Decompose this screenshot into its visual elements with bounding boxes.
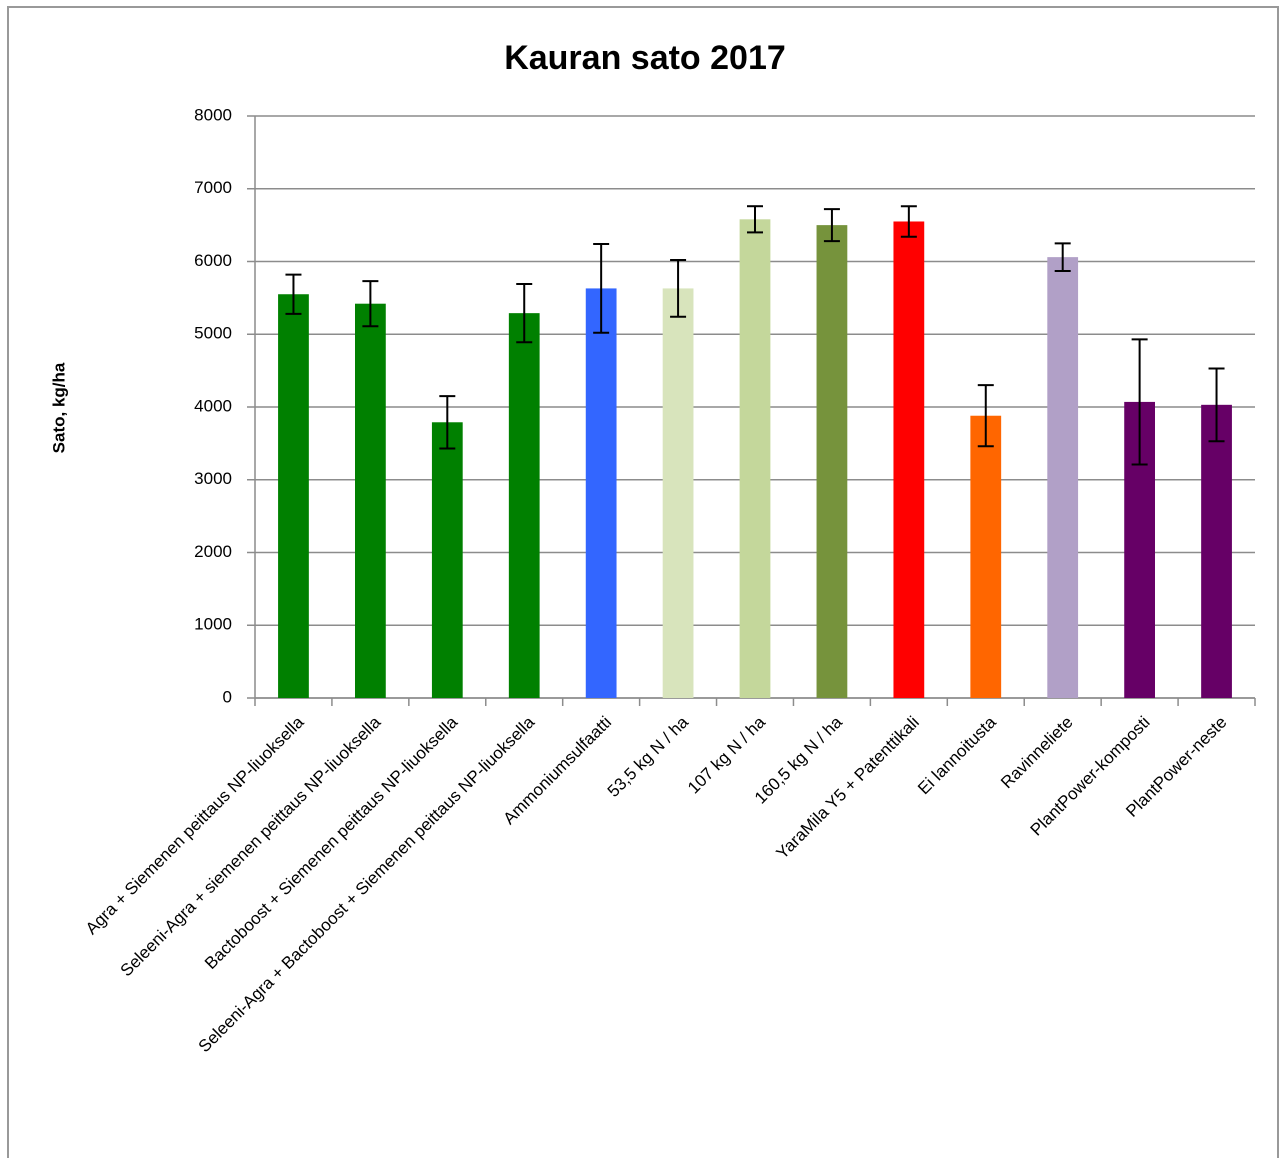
error-bar xyxy=(362,280,379,328)
frame xyxy=(7,6,1279,1158)
error-bar xyxy=(823,208,840,243)
bar xyxy=(739,219,771,698)
y-tick-label: 4000 xyxy=(194,396,232,415)
x-tick-label: Seleeni-Agra + siemenen peittaus NP-liuo… xyxy=(117,712,385,980)
y-tick-label: 7000 xyxy=(194,178,232,197)
bar xyxy=(585,288,617,698)
x-tick-label: 107 kg N / ha xyxy=(684,712,769,797)
error-bar xyxy=(285,273,302,315)
bar xyxy=(431,422,463,698)
chart-title: Kauran sato 2017 xyxy=(504,39,786,77)
y-axis-label: Sato, kg/ha xyxy=(49,362,68,453)
bar xyxy=(970,415,1002,698)
y-tick-label: 3000 xyxy=(194,469,232,488)
y-tick-label: 8000 xyxy=(194,105,232,124)
bar xyxy=(816,225,848,698)
error-bar xyxy=(593,243,610,334)
bar xyxy=(893,221,925,699)
x-tick-label: Ei lannoitusta xyxy=(914,712,1000,798)
y-tick-label: 2000 xyxy=(194,542,232,561)
error-bar xyxy=(670,259,687,318)
error-bar xyxy=(977,384,994,448)
bar xyxy=(662,288,694,698)
error-bar xyxy=(1131,338,1148,466)
error-bar xyxy=(439,395,456,450)
y-tick-label: 5000 xyxy=(194,324,232,343)
y-tick-label: 6000 xyxy=(194,251,232,270)
error-bar xyxy=(900,205,917,238)
error-bar xyxy=(516,283,533,344)
bar xyxy=(1201,404,1232,698)
y-tick-label: 1000 xyxy=(194,615,232,634)
x-tick-label: Ravinneliete xyxy=(997,713,1077,793)
error-bar xyxy=(1208,367,1225,443)
x-tick-label: 53,5 kg N / ha xyxy=(604,712,693,801)
bar xyxy=(508,313,540,698)
bar xyxy=(355,303,386,698)
y-tick-label: 0 xyxy=(223,687,232,706)
bar xyxy=(1047,257,1079,698)
x-tick-label: YaraMila Y5 + Patenttikali xyxy=(773,713,923,863)
error-bar xyxy=(747,205,763,234)
bar xyxy=(278,294,309,698)
error-bar xyxy=(1054,242,1071,272)
